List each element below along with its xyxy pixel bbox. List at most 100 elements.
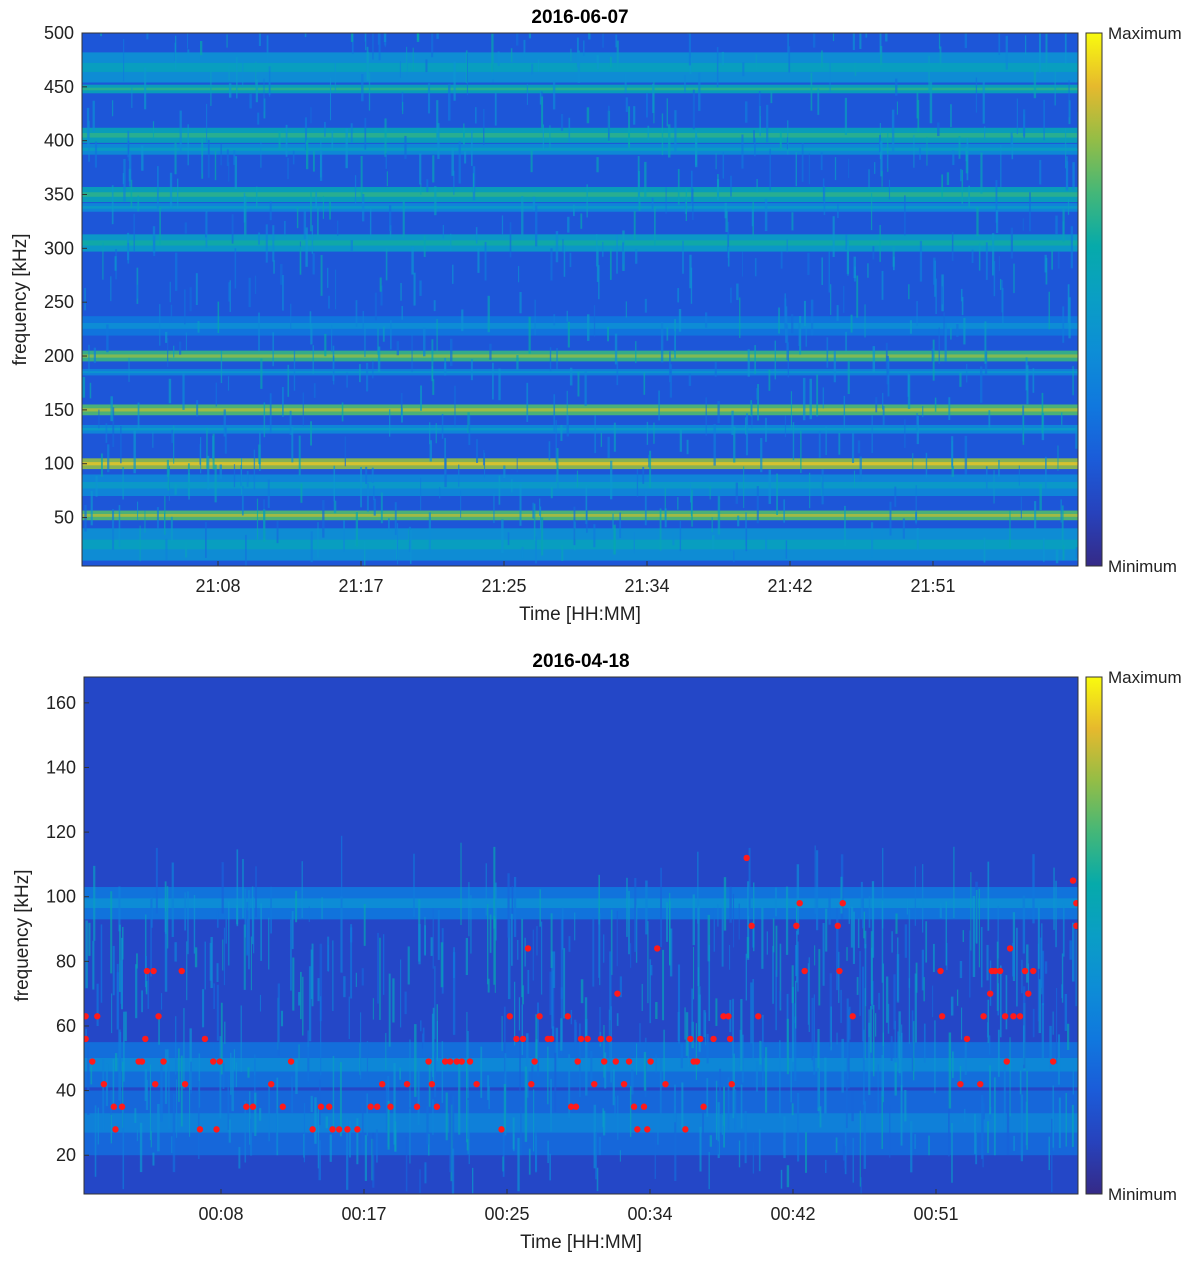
detection-marker [201, 1035, 209, 1043]
detection-marker [1001, 1013, 1009, 1020]
detection-marker [726, 1035, 734, 1043]
detection-marker [697, 1035, 704, 1043]
x-tick-label: 21:51 [910, 576, 955, 596]
frequency-band-core [82, 513, 1078, 517]
detection-marker [834, 922, 841, 930]
detection-marker [547, 1035, 555, 1043]
detection-marker [996, 967, 1004, 975]
detection-marker [577, 1035, 585, 1043]
y-tick-label: 120 [46, 822, 76, 842]
frequency-band-core [82, 147, 1078, 151]
detection-marker [986, 990, 994, 997]
detection-marker [634, 1126, 641, 1133]
spectrogram-chart: 2016-06-07 50 100 150 200 250 300 350 400 450 500 2… [10, 7, 1182, 625]
y-axis-label: frequency [kHz] [12, 870, 33, 1002]
detection-marker [600, 1058, 608, 1065]
frequency-band-core [82, 240, 1078, 246]
detection-marker [1016, 1013, 1024, 1020]
detection-marker [458, 1058, 465, 1065]
detection-marker [630, 1103, 638, 1110]
x-axis-label: Time [HH:MM] [520, 1232, 642, 1253]
frequency-band-core [82, 408, 1078, 412]
detection-marker [325, 1103, 333, 1110]
detection-marker [644, 1126, 651, 1133]
colorbar-min-label: Minimum [1108, 557, 1177, 576]
detection-marker [367, 1103, 374, 1110]
detection-marker [796, 899, 803, 907]
detection-marker [755, 1013, 762, 1020]
detection-marker [991, 967, 999, 975]
y-tick-label: 40 [56, 1081, 76, 1101]
detection-marker [473, 1080, 480, 1088]
chart-panel-bottom: 2016-04-18 20 40 60 80 100 120 140 160 00:08 00:17… [0, 630, 1200, 1262]
frequency-band-core [84, 898, 1078, 909]
y-tick-label: 400 [44, 131, 74, 151]
detection-marker [84, 1035, 89, 1043]
detection-marker [743, 854, 750, 862]
frequency-band-core [82, 354, 1078, 358]
detection-marker [1073, 899, 1078, 907]
detection-marker [963, 1035, 971, 1043]
detection-marker [142, 1035, 149, 1043]
detection-marker [425, 1058, 432, 1065]
detection-marker [1030, 967, 1037, 975]
plot-frame [83, 676, 1079, 1195]
detection-marker [1073, 922, 1078, 930]
detection-marker [531, 1058, 538, 1065]
detection-marker [155, 1013, 162, 1020]
detection-marker [268, 1080, 275, 1088]
colorbar [1085, 32, 1103, 567]
detection-marker [654, 945, 661, 952]
chart-title: 2016-06-07 [531, 7, 628, 28]
detection-marker [519, 1035, 527, 1043]
detection-marker [374, 1103, 381, 1110]
y-tick-label: 50 [54, 508, 74, 528]
detection-marker [196, 1126, 204, 1133]
detection-marker [1003, 1058, 1010, 1065]
detection-marker [640, 1103, 648, 1110]
detection-marker [446, 1058, 454, 1065]
frequency-band-core [82, 462, 1078, 466]
y-tick-label: 20 [56, 1145, 76, 1165]
detection-marker [572, 1103, 580, 1110]
detection-marker [344, 1126, 351, 1133]
detection-marker [1025, 990, 1032, 997]
x-axis-label: Time [HH:MM] [519, 604, 641, 625]
y-tick-label: 160 [46, 693, 76, 713]
x-tick-label: 21:17 [338, 576, 383, 596]
detection-marker [957, 1080, 964, 1088]
detection-marker [249, 1103, 257, 1110]
colorbar-max-label: Maximum [1108, 668, 1182, 687]
detection-marker [524, 945, 532, 952]
detection-marker [513, 1035, 520, 1043]
y-tick-label: 350 [44, 185, 74, 205]
detection-marker [687, 1035, 694, 1043]
detection-marker [591, 1080, 598, 1088]
detection-marker [287, 1058, 295, 1065]
y-tick-label: 500 [44, 23, 74, 43]
detection-marker [354, 1126, 361, 1133]
detection-marker [210, 1058, 217, 1065]
detection-marker [433, 1103, 441, 1110]
detection-marker [937, 967, 944, 975]
detection-marker [413, 1103, 421, 1110]
spectrogram-image [84, 835, 1078, 1194]
detection-marker [720, 1013, 727, 1020]
detection-marker [647, 1058, 654, 1065]
detection-marker [1006, 945, 1014, 952]
detection-marker [178, 967, 185, 975]
frequency-band-core [82, 206, 1078, 209]
frequency-band-core [84, 1113, 1078, 1133]
colorbar-min-label: Minimum [1108, 1185, 1177, 1204]
detection-marker [498, 1126, 505, 1133]
detection-marker [1021, 967, 1029, 975]
detection-marker [564, 1013, 571, 1020]
x-tick-label: 00:34 [627, 1204, 672, 1224]
detection-marker [849, 1013, 856, 1020]
x-tick-label: 21:34 [624, 576, 669, 596]
frequency-band-core [82, 87, 1078, 91]
detection-marker [1049, 1058, 1057, 1065]
detection-marker [625, 1058, 633, 1065]
frequency-band-core [84, 1057, 1078, 1072]
frequency-band-core [82, 322, 1078, 329]
